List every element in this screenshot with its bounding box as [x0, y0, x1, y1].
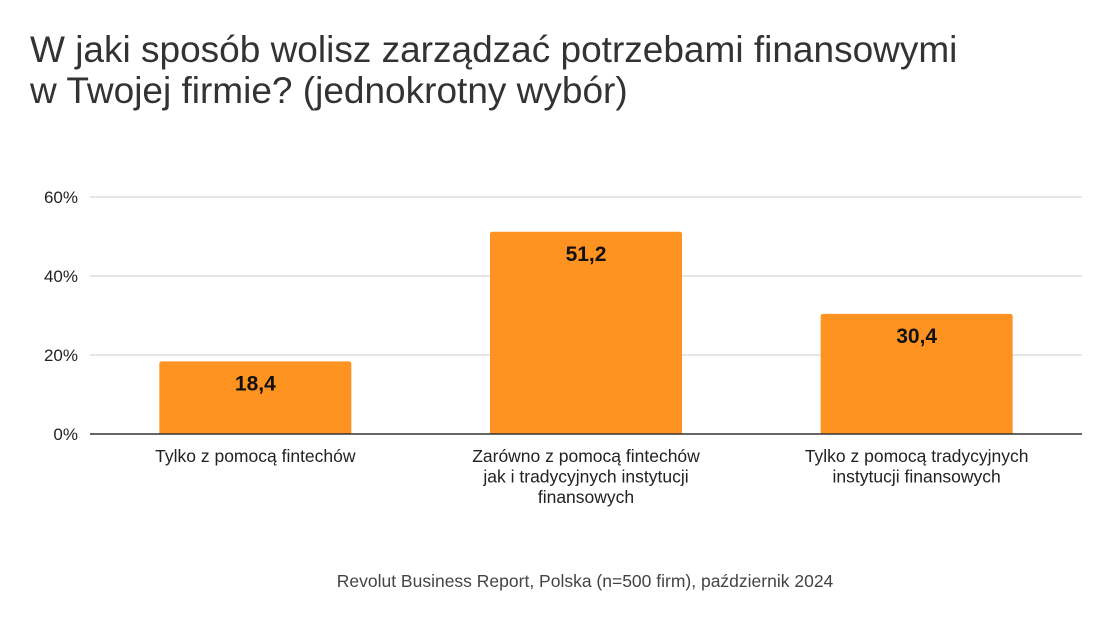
y-tick-label: 0%	[53, 425, 78, 444]
y-tick-label: 40%	[44, 267, 78, 286]
x-category-label: Tylko z pomocą tradycyjnych	[805, 446, 1029, 466]
data-labels: 18,4 51,2 30,4	[235, 243, 938, 396]
x-category-label: Zarówno z pomocą fintechów	[472, 446, 700, 466]
bar-value-label: 51,2	[566, 243, 607, 266]
bar	[159, 361, 352, 434]
x-category-label: jak i tradycyjnych instytucji	[482, 467, 688, 487]
chart-title-line: W jaki sposób wolisz zarządzać potrzebam…	[30, 29, 957, 70]
x-category-label: instytucji finansowych	[833, 467, 1001, 487]
y-tick-label: 60%	[44, 188, 78, 207]
y-axis-ticks: 0% 20% 40% 60%	[44, 188, 78, 444]
bars	[159, 231, 1013, 434]
x-category-label: finansowych	[538, 487, 634, 507]
bar	[490, 231, 682, 434]
x-category-label: Tylko z pomocą fintechów	[155, 446, 356, 466]
chart-title-line: w Twojej firmie? (jednokrotny wybór)	[29, 70, 628, 111]
bar-value-label: 30,4	[896, 325, 937, 348]
source-footer: Revolut Business Report, Polska (n=500 f…	[337, 571, 834, 591]
bar-value-label: 18,4	[235, 372, 276, 395]
y-tick-label: 20%	[44, 346, 78, 365]
x-axis-categories: Tylko z pomocą fintechów Zarówno z pomocą…	[155, 446, 1028, 507]
chart-title: W jaki sposób wolisz zarządzać potrzebam…	[29, 29, 957, 111]
bar	[820, 313, 1013, 434]
